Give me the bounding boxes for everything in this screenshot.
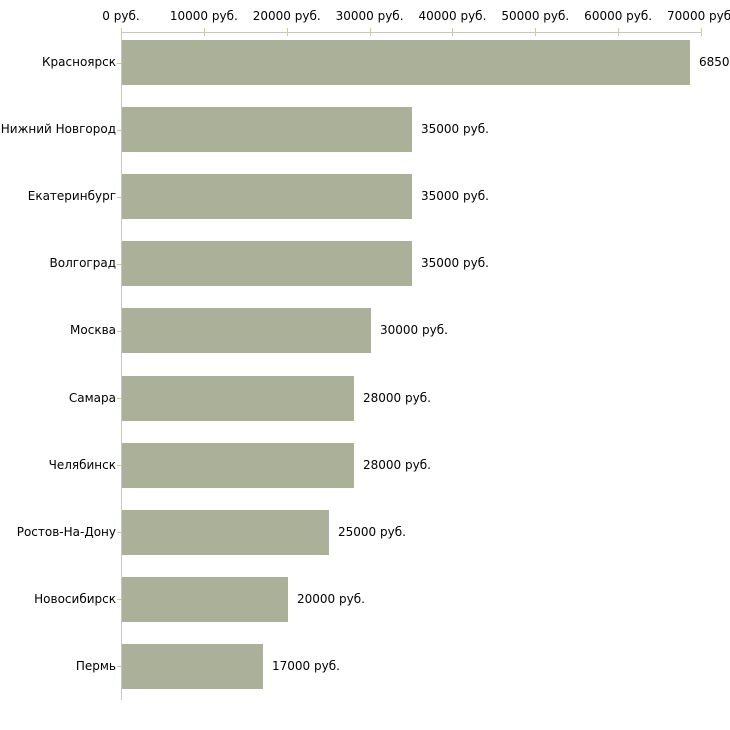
value-label: 25000 руб. [338,524,406,539]
value-label: 68500 [699,55,730,69]
category-label: Ростов-На-Дону [16,524,116,539]
bar [122,442,354,488]
category-label: Пермь [75,658,116,673]
x-axis-tick-label: 20000 руб. [252,9,321,23]
category-label: Москва [70,323,116,338]
value-label: 35000 руб. [421,256,489,271]
bar [122,107,412,153]
y-axis-tick [117,666,122,667]
bar [122,509,329,555]
y-axis-tick [117,197,122,198]
category-label: Красноярск [42,55,116,69]
x-axis-tick [121,28,122,36]
x-axis-tick-label: 10000 руб. [169,9,238,23]
x-axis-tick [701,28,702,36]
category-label: Челябинск [48,457,116,472]
bar [122,40,690,85]
y-axis-tick [117,264,122,265]
x-axis-line [121,32,702,33]
x-axis-tick [535,28,537,36]
bar [122,308,371,354]
value-label: 17000 руб. [272,658,340,673]
y-axis-tick [117,398,122,399]
value-label: 35000 руб. [421,189,489,204]
value-label: 20000 руб. [297,591,365,606]
bar [122,576,288,622]
x-axis-tick-label: 40000 руб. [418,9,487,23]
y-axis-tick [117,63,122,64]
y-axis-line [121,32,122,700]
x-axis-tick [286,28,288,36]
y-axis-tick [117,599,122,600]
x-axis-tick [618,28,620,36]
x-axis-tick-label: 70000 руб. [667,9,730,23]
category-label: Нижний Новгород [0,122,116,137]
y-axis-tick [117,532,122,533]
bar [122,643,263,689]
x-axis-tick-label: 60000 руб. [584,9,653,23]
x-axis-tick-label: 30000 руб. [335,9,404,23]
category-label: Новосибирск [34,591,116,606]
bar [122,174,412,220]
x-axis-tick [369,28,371,36]
bar [122,241,412,287]
y-axis-tick [117,331,122,332]
value-label: 30000 руб. [380,323,448,338]
y-axis-tick [117,465,122,466]
x-axis-tick [452,28,454,36]
category-label: Екатеринбург [27,189,116,204]
y-axis-tick [117,130,122,131]
category-label: Волгоград [49,256,116,271]
bar [122,375,354,421]
x-axis-tick-label: 50000 руб. [501,9,570,23]
x-axis-tick-label: 0 руб. [102,9,140,23]
value-label: 28000 руб. [363,457,431,472]
value-label: 35000 руб. [421,122,489,137]
value-label: 28000 руб. [363,390,431,405]
x-axis-tick [203,28,205,36]
category-label: Самара [68,390,116,405]
